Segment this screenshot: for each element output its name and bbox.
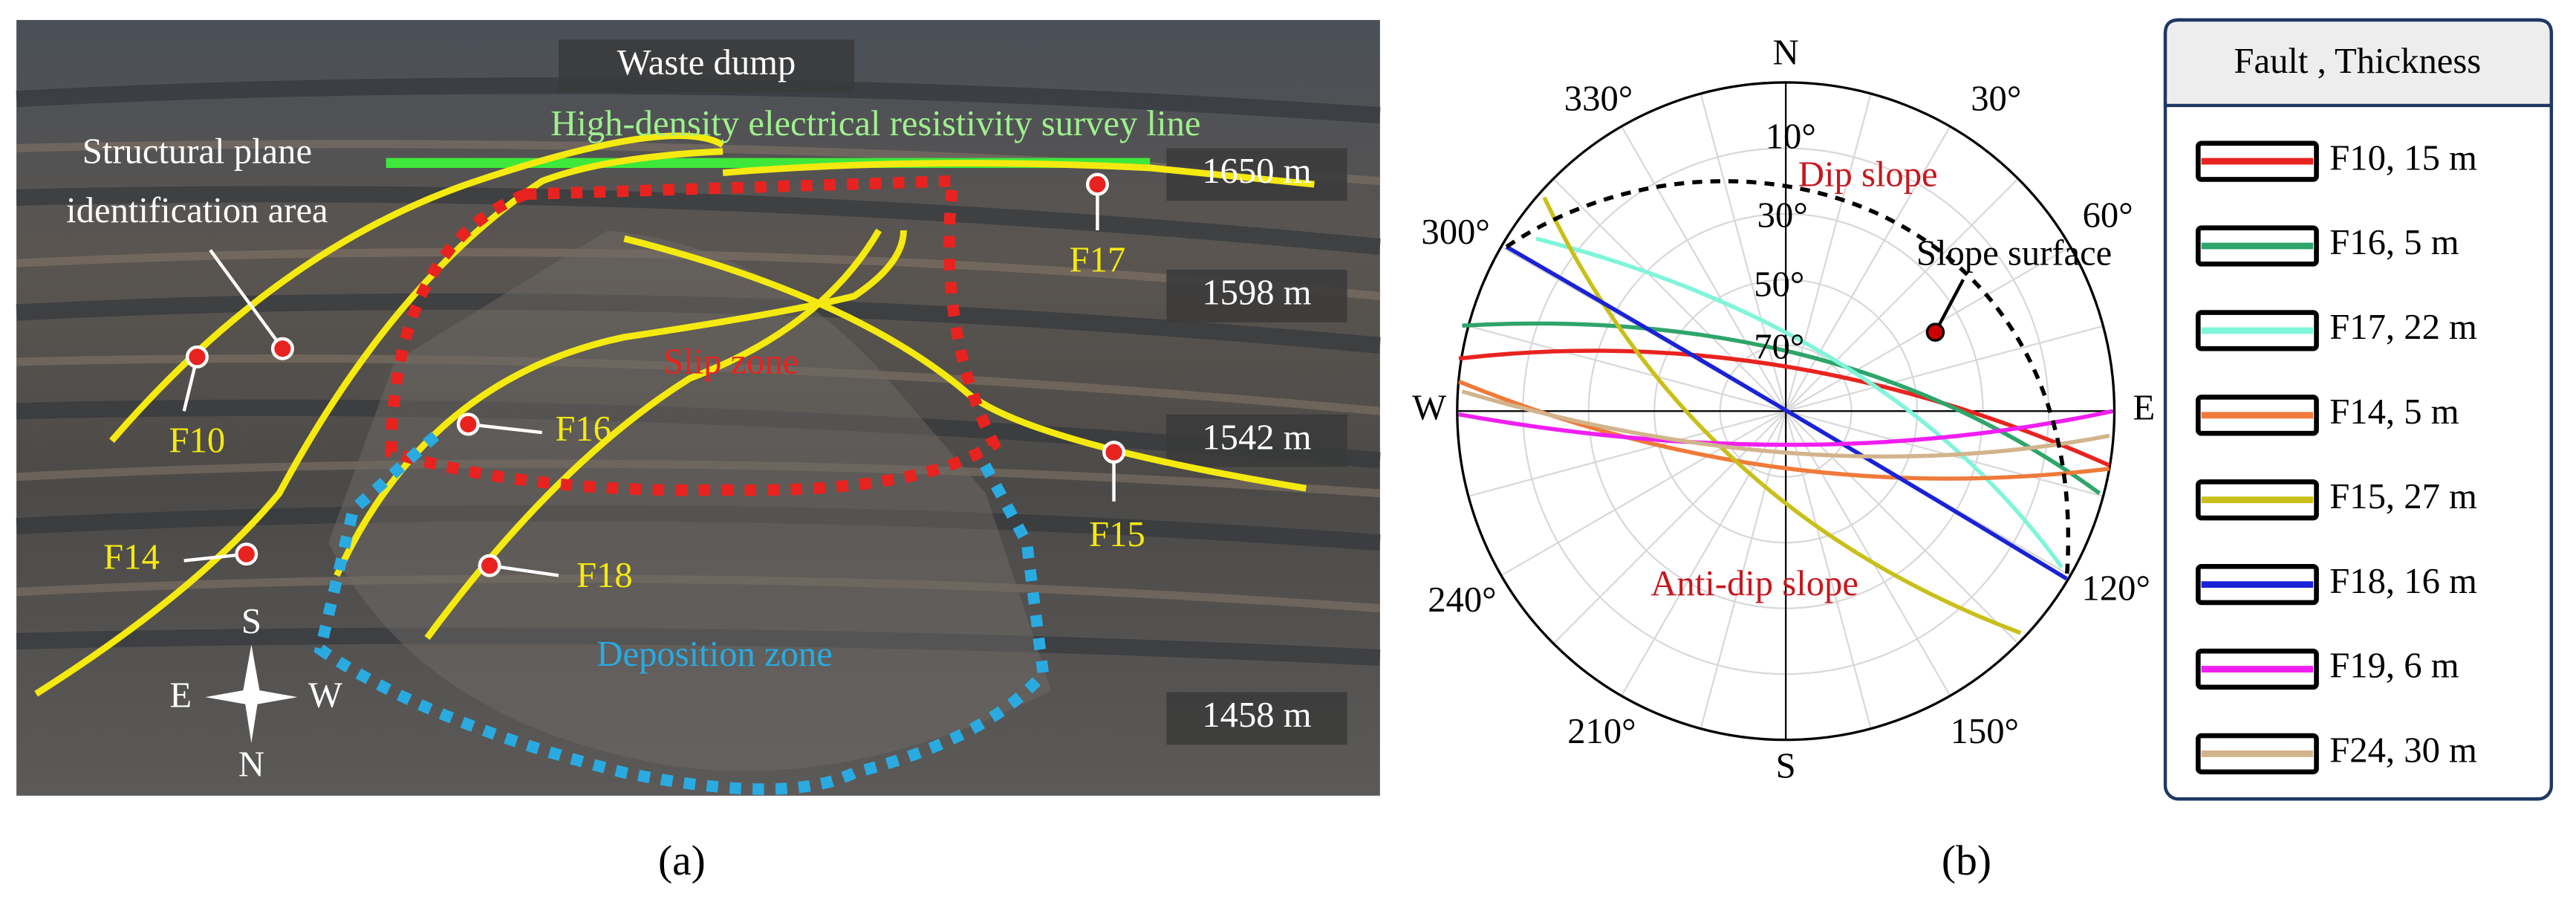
compass-label: S xyxy=(241,601,261,641)
legend-swatch-frame xyxy=(2195,310,2319,351)
legend-swatch-frame xyxy=(2195,648,2319,690)
legend-label: F10, 15 m xyxy=(2329,137,2477,178)
panel-label: (b) xyxy=(1942,837,1991,884)
grid-radial xyxy=(1621,410,1787,696)
compass-label: N xyxy=(238,744,264,784)
azimuth-label: 240° xyxy=(1428,580,1496,620)
legend-title: Fault , Thickness xyxy=(2234,41,2481,81)
grid-radial xyxy=(1785,410,2019,644)
compass-rose xyxy=(205,644,298,744)
legend-swatch-frame xyxy=(2195,140,2319,182)
legend-label: F14, 5 m xyxy=(2329,392,2459,432)
elevation-label: 1458 m xyxy=(1202,695,1311,735)
legend-swatch-frame xyxy=(2195,395,2319,436)
grid-radial xyxy=(1785,93,1872,412)
legend-label: F24, 30 m xyxy=(2329,730,2477,771)
deposition-zone-label: Deposition zone xyxy=(596,634,832,674)
anti-dip-slope-label: Anti-dip slope xyxy=(1650,563,1858,603)
legend-swatch-frame xyxy=(2195,225,2319,267)
slope-surface-curve xyxy=(1505,179,2070,580)
leader xyxy=(1933,279,1965,334)
waste-dump-label: Waste dump xyxy=(617,42,796,82)
azimuth-label: 30° xyxy=(1971,79,2021,119)
fault-label: F14 xyxy=(103,537,160,577)
legend-label: F18, 16 m xyxy=(2329,561,2477,601)
azimuth-label: 330° xyxy=(1564,79,1633,119)
legend-swatch-frame xyxy=(2195,479,2319,521)
dip-label: 30° xyxy=(1757,195,1808,236)
fault-label: F17 xyxy=(1070,239,1126,279)
compass-label: E xyxy=(169,675,192,716)
legend-header xyxy=(2163,18,2554,108)
fault-points xyxy=(185,172,1126,577)
grid-radial xyxy=(1700,410,1787,729)
photo xyxy=(16,19,1381,796)
legend-swatch-frame xyxy=(2195,733,2319,775)
fault-curve xyxy=(1535,236,2063,569)
fault-label: F15 xyxy=(1089,514,1145,554)
legend-label: F16, 5 m xyxy=(2329,222,2459,262)
direction-label: N xyxy=(1773,33,1799,73)
grid-radial xyxy=(1468,325,1786,412)
grid-radial xyxy=(1468,410,1786,497)
panel-label: (a) xyxy=(658,837,706,884)
slope-point xyxy=(1925,322,1945,342)
fault-curve xyxy=(1461,389,2110,459)
deposition-zone-outline xyxy=(313,431,1050,795)
legend-label: F19, 6 m xyxy=(2329,646,2459,686)
dip-slope-label: Dip slope xyxy=(1798,154,1938,194)
leaders xyxy=(182,184,1116,577)
legend-label: F17, 22 m xyxy=(2329,307,2477,347)
legend-swatch-frame xyxy=(2195,563,2319,606)
fault-label: F10 xyxy=(169,421,226,461)
label-boxes xyxy=(558,39,1347,745)
survey-line-label: High-density electrical resistivity surv… xyxy=(550,103,1200,143)
fault-curve xyxy=(1458,409,2113,447)
grid-radial xyxy=(1785,410,1872,729)
slope-surface-label: Slope surface xyxy=(1916,233,2112,273)
grid-radial xyxy=(1500,410,1786,577)
dip-label: 10° xyxy=(1766,117,1816,157)
compass-label: W xyxy=(308,675,342,716)
elevation-label: 1542 m xyxy=(1202,417,1311,457)
elevation-label: 1598 m xyxy=(1202,273,1311,313)
azimuth-label: 60° xyxy=(2083,195,2133,236)
grid-radial xyxy=(1785,325,2104,412)
grid-radial xyxy=(1785,178,2019,412)
area-label: identification area xyxy=(66,190,328,230)
grid-radial xyxy=(1785,126,1951,412)
legend: Fault , Thickness F10, 15 m F16, 5 m F17, … xyxy=(2163,18,2554,801)
azimuth-label: 150° xyxy=(1951,711,2019,751)
dip-label: 70° xyxy=(1754,327,1804,367)
dip-label: 50° xyxy=(1754,265,1804,305)
slip-zone-label: Slip zone xyxy=(663,342,799,382)
stereonet xyxy=(1456,81,2116,742)
slip-zone-outline xyxy=(385,175,1002,496)
grid-radial xyxy=(1700,93,1787,412)
azimuth-label: 300° xyxy=(1421,212,1489,252)
fault-curve xyxy=(1505,244,2068,581)
fault-curve xyxy=(1542,196,2022,635)
direction-label: E xyxy=(2133,387,2155,427)
fault-label: F16 xyxy=(555,409,611,449)
fault-curves xyxy=(1457,196,2113,635)
azimuth-label: 120° xyxy=(2082,568,2150,609)
direction-label: W xyxy=(1412,387,1446,427)
elevation-label: 1650 m xyxy=(1202,151,1311,191)
grid-radial xyxy=(1552,178,1786,412)
grid-radial xyxy=(1785,410,1951,696)
azimuth-label: 210° xyxy=(1567,711,1636,751)
legend-label: F15, 27 m xyxy=(2329,476,2477,516)
fault-label: F18 xyxy=(576,555,633,595)
fault-curve xyxy=(1462,321,2101,496)
area-label: Structural plane xyxy=(82,131,312,171)
direction-label: S xyxy=(1776,746,1796,786)
